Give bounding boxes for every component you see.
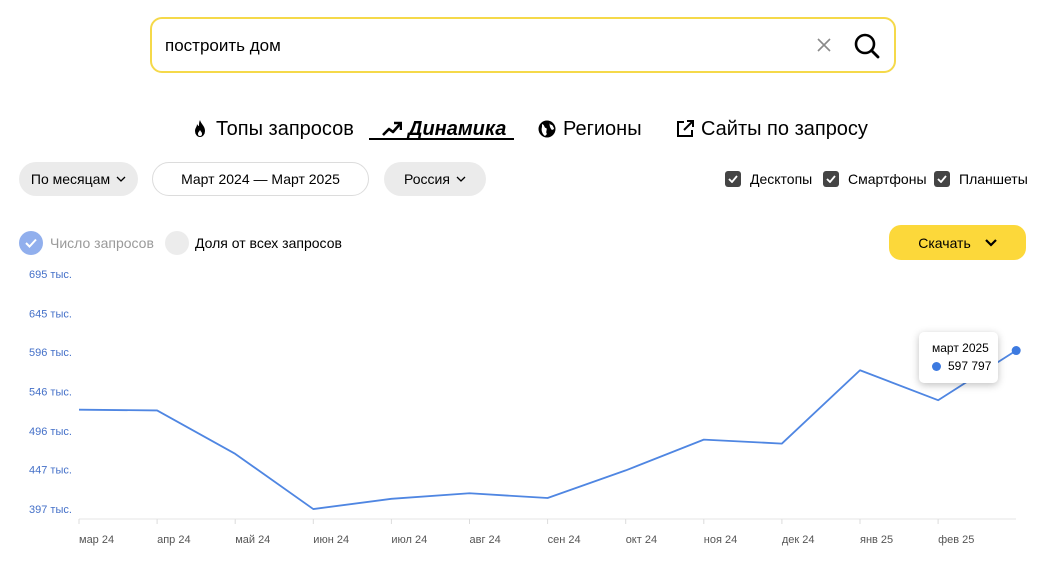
x-tick-label: окт 24 <box>626 534 657 546</box>
checkbox-checked-icon <box>934 171 950 187</box>
checkbox-checked-icon <box>823 171 839 187</box>
date-range-value: Март 2024 — Март 2025 <box>181 171 340 187</box>
y-tick-label: 496 тыс. <box>29 426 72 438</box>
tab-label: Сайты по запросу <box>701 117 868 140</box>
chevron-down-icon <box>116 176 126 182</box>
tab-sites[interactable]: Сайты по запросу <box>675 114 868 144</box>
tab-regions[interactable]: Регионы <box>537 114 642 144</box>
metric-count-label: Число запросов <box>50 235 154 251</box>
region-value: Россия <box>404 171 450 187</box>
tab-label: Регионы <box>563 117 642 140</box>
highlighted-point <box>1011 346 1021 356</box>
y-tick-label: 397 тыс. <box>29 504 72 516</box>
series-dot-icon <box>932 361 941 371</box>
chart-tooltip: март 2025 597 797 <box>919 332 998 383</box>
clear-icon[interactable] <box>814 35 834 55</box>
radio-empty-icon <box>165 231 189 255</box>
device-desktop-checkbox[interactable]: Десктопы <box>725 170 812 188</box>
metric-count-toggle[interactable]: Число запросов <box>19 230 154 256</box>
y-tick-label: 645 тыс. <box>29 308 72 320</box>
line-chart: 397 тыс. 447 тыс. 496 тыс. 546 тыс. 596 тыс.… <box>29 269 1021 546</box>
x-tick-label: ноя 24 <box>704 534 737 546</box>
chevron-down-icon <box>984 238 997 247</box>
series-line <box>78 349 1017 510</box>
period-select[interactable]: По месяцам <box>19 162 138 196</box>
download-label: Скачать <box>918 234 971 251</box>
check-circle-icon <box>19 231 43 255</box>
tooltip-value: 597 797 <box>948 359 992 373</box>
y-tick-label: 695 тыс. <box>29 269 72 281</box>
device-label: Смартфоны <box>848 171 927 187</box>
y-tick-label: 447 тыс. <box>29 465 72 477</box>
tab-dynamics[interactable]: Динамика <box>382 114 506 144</box>
device-label: Десктопы <box>750 171 813 187</box>
globe-icon <box>538 120 556 138</box>
checkbox-checked-icon <box>725 171 741 187</box>
x-tick-label: июл 24 <box>391 534 427 546</box>
x-tick-label: май 24 <box>235 534 270 546</box>
chevron-down-icon <box>456 176 466 182</box>
x-tick-label: июн 24 <box>313 534 349 546</box>
date-range-picker[interactable]: Март 2024 — Март 2025 <box>152 162 369 196</box>
metric-share-label: Доля от всех запросов <box>195 235 342 251</box>
region-select[interactable]: Россия <box>384 162 486 196</box>
device-tablet-checkbox[interactable]: Планшеты <box>934 170 1028 188</box>
x-tick-label: авг 24 <box>470 534 501 546</box>
active-tab-underline <box>369 138 514 140</box>
download-button[interactable]: Скачать <box>889 225 1026 260</box>
search-box[interactable]: построить дом <box>150 17 896 73</box>
tab-label: Топы запросов <box>216 117 354 140</box>
search-input[interactable]: построить дом <box>165 36 281 55</box>
search-icon[interactable] <box>852 31 882 61</box>
x-tick-label: мар 24 <box>79 534 114 546</box>
x-tick-label: сен 24 <box>548 534 581 546</box>
y-tick-label: 596 тыс. <box>29 347 72 359</box>
tab-top-queries[interactable]: Топы запросов <box>190 114 354 144</box>
metric-share-toggle[interactable]: Доля от всех запросов <box>165 230 342 256</box>
device-smartphone-checkbox[interactable]: Смартфоны <box>823 170 927 188</box>
x-tick-label: апр 24 <box>157 534 190 546</box>
external-link-icon <box>677 120 694 137</box>
x-tick-label: дек 24 <box>782 534 815 546</box>
tooltip-title: март 2025 <box>932 341 989 355</box>
x-tick-label: янв 25 <box>860 534 893 546</box>
period-value: По месяцам <box>30 171 111 187</box>
tab-label: Динамика <box>408 117 507 140</box>
fire-icon <box>195 120 205 137</box>
x-tick-label: фев 25 <box>938 534 974 546</box>
y-tick-label: 546 тыс. <box>29 387 72 399</box>
tabs-bar: Топы запросов Динамика Регионы Сайты по … <box>0 110 1050 144</box>
tooltip-row: 597 797 <box>932 359 991 373</box>
device-label: Планшеты <box>959 171 1028 187</box>
trend-up-icon <box>382 121 402 136</box>
